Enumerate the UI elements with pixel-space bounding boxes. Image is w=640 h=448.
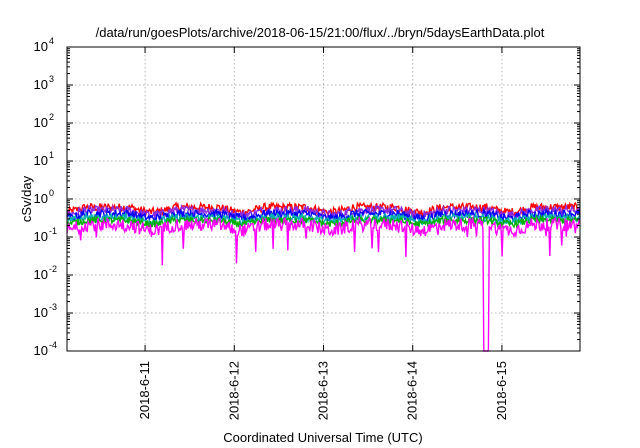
y-tick-label: 10 xyxy=(34,343,48,358)
y-tick-label: 10 xyxy=(34,115,48,130)
y-axis-label: cSv/day xyxy=(19,175,34,222)
chart-title: /data/run/goesPlots/archive/2018-06-15/2… xyxy=(96,25,545,40)
y-tick-exponent: 3 xyxy=(49,74,54,84)
x-tick-label: 2018-6-13 xyxy=(316,361,331,420)
grid xyxy=(67,47,580,351)
y-tick-base: 10 xyxy=(34,39,48,54)
series-line xyxy=(66,215,581,352)
y-tick-exponent: -4 xyxy=(49,340,57,350)
x-tick-label: 2018-6-12 xyxy=(226,361,241,420)
y-tick-label: 10 xyxy=(34,77,48,92)
x-tick-label: 2018-6-14 xyxy=(405,361,420,420)
series-line xyxy=(66,207,581,224)
y-tick-label: 10 xyxy=(34,39,48,54)
series-line xyxy=(66,214,581,230)
y-tick-exponent: 0 xyxy=(49,188,54,198)
y-tick-label: 10 xyxy=(34,153,48,168)
y-tick-base: 10 xyxy=(34,77,48,92)
y-tick-base: 10 xyxy=(34,229,48,244)
y-tick-exponent: -1 xyxy=(49,226,57,236)
y-tick-base: 10 xyxy=(34,305,48,320)
y-tick-exponent: 2 xyxy=(49,112,54,122)
y-tick-label: 10 xyxy=(34,305,48,320)
y-tick-base: 10 xyxy=(34,343,48,358)
series-line xyxy=(66,201,581,219)
y-tick-label: 10 xyxy=(34,229,48,244)
x-axis-label: Coordinated Universal Time (UTC) xyxy=(223,430,422,445)
y-tick-exponent: -2 xyxy=(49,264,57,274)
y-tick-label: 10 xyxy=(34,191,48,206)
y-tick-exponent: 1 xyxy=(49,150,54,160)
y-tick-base: 10 xyxy=(34,115,48,130)
x-axis: 2018-6-11 2018-6-12 2018-6-13 2018-6-14 2018… xyxy=(137,47,509,420)
x-tick-label: 2018-6-15 xyxy=(494,361,509,420)
y-tick-base: 10 xyxy=(34,153,48,168)
y-tick-base: 10 xyxy=(34,191,48,206)
y-tick-label: 10 xyxy=(34,267,48,282)
x-tick-label: 2018-6-11 xyxy=(137,361,152,419)
y-tick-base: 10 xyxy=(34,267,48,282)
series-group xyxy=(66,201,581,352)
y-tick-exponent: 4 xyxy=(49,36,54,46)
y-tick-exponent: -3 xyxy=(49,302,57,312)
